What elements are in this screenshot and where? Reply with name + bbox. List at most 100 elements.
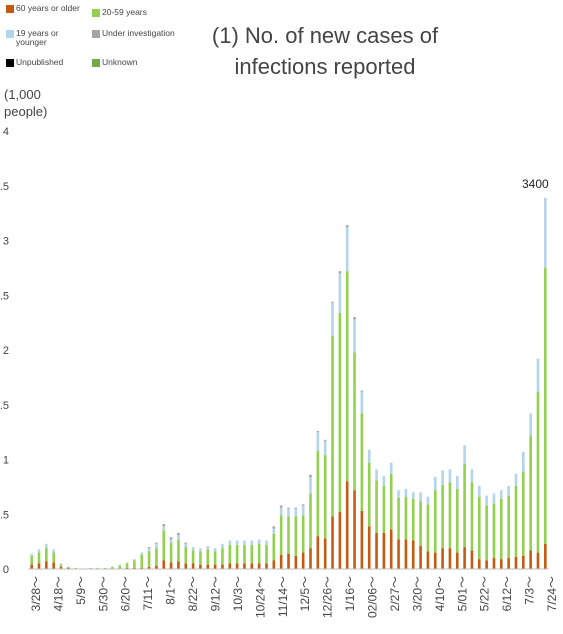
legend-item-unpublished: Unpublished [6, 58, 90, 67]
bar-segment [287, 507, 290, 509]
bar-segment [272, 526, 276, 529]
bar-segment [492, 558, 496, 569]
x-tick-label: 3/20～ [410, 576, 424, 611]
bar-segment [279, 507, 283, 516]
bar-segment [441, 470, 444, 485]
bar-segment [133, 560, 136, 568]
legend-label: Under investigation [102, 28, 175, 38]
y-tick-label: 3.5 [0, 181, 9, 193]
bar-segment [133, 567, 136, 569]
bar-segment [206, 549, 210, 565]
bar-segment [448, 482, 452, 549]
y-axis-unit-label: (1,000 people) [4, 87, 48, 119]
bar-segment [441, 548, 444, 569]
legend-item-20-59: 20-59 years [92, 8, 176, 17]
bar-segment [221, 548, 224, 565]
x-tick-label: 6/12～ [500, 576, 514, 611]
bar-segment [147, 566, 151, 569]
bar-segment [514, 473, 518, 486]
bar-segment [433, 552, 437, 569]
bar-segment [309, 474, 312, 478]
bar-segment [184, 547, 188, 564]
bar-segment [243, 563, 246, 569]
x-tick-label: 12/5～ [298, 576, 312, 611]
bar-segment [301, 515, 305, 553]
bar-segment [411, 492, 415, 499]
bar-segment [367, 449, 371, 463]
bar-segment [162, 526, 166, 531]
bar-segment [294, 516, 298, 556]
bar-segment [162, 524, 166, 527]
y-tick-label: 2 [3, 345, 9, 357]
bar-segment [382, 485, 386, 533]
bar-segment [184, 563, 188, 569]
bar-segment [52, 562, 55, 569]
bar-segment [235, 544, 239, 564]
bar-segment [426, 504, 430, 552]
bar-segment [522, 471, 525, 556]
bar-segment [265, 563, 268, 569]
bar-segment [125, 563, 129, 568]
bar-segment [544, 543, 547, 569]
bar-segment [228, 544, 232, 564]
y-tick-label: 4 [3, 126, 9, 138]
y-tick-label: 0.5 [0, 509, 9, 521]
bar-segment [477, 559, 481, 569]
bar-segment [360, 391, 364, 414]
bar-segment [177, 535, 180, 540]
bar-segment [404, 496, 408, 540]
bar-segment [235, 540, 239, 545]
bar-segment [389, 462, 393, 474]
bar-segment [448, 548, 452, 569]
legend-swatch [92, 30, 100, 38]
legend-item-unknown: Unknown [92, 58, 176, 67]
bar-segment [522, 451, 525, 472]
bar-segment [221, 543, 224, 549]
bar-segment [265, 540, 268, 545]
bar-segment [455, 552, 459, 569]
bar-segment [536, 391, 540, 553]
bar-segment [272, 528, 276, 534]
x-tick-label: 9/12～ [209, 576, 223, 611]
legend-item-under-investigation: Under investigation [92, 29, 176, 38]
legend-item-19-under: 19 years or younger [6, 29, 90, 47]
bar-segment [37, 549, 41, 553]
bar-segment [147, 548, 151, 552]
x-tick-label: 7/24～ [545, 576, 559, 611]
bar-segment [140, 567, 144, 569]
bar-segment [448, 469, 452, 483]
bar-segment [360, 390, 364, 392]
bar-segment [177, 539, 180, 562]
bar-segment [294, 507, 298, 509]
x-tick-label: 5/9～ [74, 576, 88, 605]
bar-segment [345, 271, 349, 482]
bar-segment [316, 450, 320, 537]
bar-segment [125, 567, 129, 569]
bar-segment [184, 543, 188, 548]
bar-segment [30, 555, 33, 565]
bar-segment [485, 505, 488, 561]
bar-segment [191, 550, 195, 564]
bar-segment [250, 544, 254, 564]
bar-segment [470, 482, 474, 551]
bar-segment [536, 552, 540, 569]
bar-segment [287, 553, 290, 569]
bar-segment [184, 542, 188, 544]
x-tick-label: 5/22～ [478, 576, 492, 611]
x-tick-label: 2/27～ [388, 576, 402, 611]
bar-segment [169, 542, 173, 563]
bar-segment [279, 505, 283, 508]
bar-segment [338, 312, 342, 513]
bar-segment [206, 546, 210, 550]
bar-segment [411, 540, 415, 569]
bar-segment [500, 559, 503, 569]
bar-segment [177, 561, 180, 569]
bar-segment [103, 567, 107, 569]
x-tick-label: 8/1～ [164, 576, 178, 605]
bar-segment [492, 503, 496, 559]
bar-segment [257, 543, 261, 564]
bar-segment [30, 553, 33, 556]
bar-segment [301, 552, 305, 569]
bar-segment [382, 532, 386, 569]
